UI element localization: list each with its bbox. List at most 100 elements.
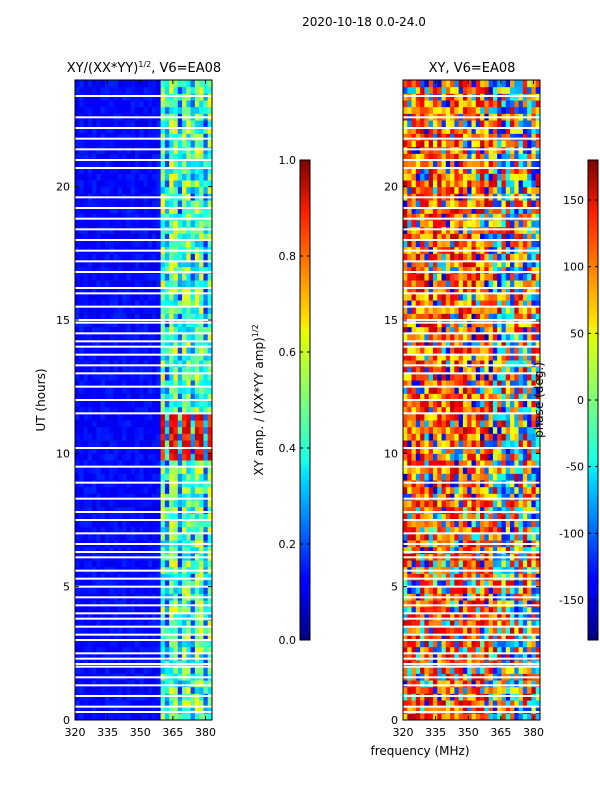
amplitude-cell xyxy=(96,426,102,434)
phase-cell xyxy=(518,686,524,694)
amplitude-cell xyxy=(164,713,170,721)
phase-cell xyxy=(480,533,485,541)
phase-cell xyxy=(445,426,451,434)
amplitude-cell xyxy=(207,313,213,321)
amplitude-cell xyxy=(186,333,192,341)
phase-cell xyxy=(501,686,507,694)
amplitude-cell xyxy=(173,666,179,674)
phase-cell xyxy=(488,713,494,721)
phase-cell xyxy=(428,506,434,514)
amplitude-cell xyxy=(75,600,80,608)
amplitude-cell xyxy=(134,213,140,221)
phase-cell xyxy=(510,500,515,508)
amplitude-cell xyxy=(130,380,136,388)
amplitude-cell xyxy=(207,493,213,501)
amplitude-cell xyxy=(96,700,102,708)
amplitude-cell xyxy=(160,86,166,94)
amplitude-cell xyxy=(160,273,166,281)
phase-cell xyxy=(518,466,524,474)
amplitude-cell xyxy=(207,266,213,274)
phase-cell xyxy=(492,433,498,441)
amplitude-cell xyxy=(169,206,174,214)
amplitude-cell xyxy=(130,373,136,381)
amplitude-cell xyxy=(92,86,97,94)
amplitude-cell xyxy=(117,626,123,634)
amplitude-cell xyxy=(117,620,123,628)
amplitude-cell xyxy=(199,546,204,554)
amplitude-cell xyxy=(79,633,85,641)
amplitude-cell xyxy=(143,126,149,134)
amplitude-cell xyxy=(186,513,192,521)
phase-cell xyxy=(462,433,468,441)
phase-cell xyxy=(527,386,532,394)
phase-cell xyxy=(432,400,438,408)
amplitude-cell xyxy=(104,466,110,474)
amplitude-cell xyxy=(194,620,200,628)
amplitude-cell xyxy=(143,666,149,674)
amplitude-cell xyxy=(152,506,157,514)
amplitude-cell xyxy=(169,253,174,261)
phase-cell xyxy=(505,686,511,694)
phase-cell xyxy=(522,386,528,394)
amplitude-cell xyxy=(164,440,170,448)
phase-cell xyxy=(445,500,451,508)
phase-cell xyxy=(437,573,443,581)
phase-cell xyxy=(488,573,494,581)
phase-cell xyxy=(480,353,485,361)
amplitude-cell xyxy=(152,500,157,508)
phase-cell xyxy=(531,386,537,394)
amplitude-cell xyxy=(130,306,136,314)
phase-cell xyxy=(514,353,520,361)
phase-cell xyxy=(518,386,524,394)
phase-cell xyxy=(445,406,451,414)
amplitude-cell xyxy=(134,180,140,188)
amplitude-cell xyxy=(113,293,119,301)
amplitude-cell xyxy=(139,280,144,288)
amplitude-cell xyxy=(169,506,174,514)
phase-cell xyxy=(450,433,455,441)
amplitude-cell xyxy=(147,546,153,554)
amplitude-cell xyxy=(83,106,89,114)
amplitude-cell xyxy=(164,126,170,134)
phase-cell xyxy=(527,546,532,554)
amplitude-cell xyxy=(83,353,89,361)
phase-cell xyxy=(428,680,434,688)
phase-cell xyxy=(437,380,443,388)
amplitude-cell xyxy=(109,120,115,128)
phase-cell xyxy=(531,500,537,508)
phase-cell xyxy=(424,640,430,648)
amplitude-cell xyxy=(207,460,213,468)
amplitude-cell xyxy=(126,100,132,108)
amplitude-cell xyxy=(109,560,115,568)
amplitude-cell xyxy=(156,266,162,274)
amplitude-cell xyxy=(104,600,110,608)
amplitude-cell xyxy=(109,286,115,294)
amplitude-cell xyxy=(113,600,119,608)
amplitude-cell xyxy=(160,353,166,361)
amplitude-cell xyxy=(79,620,85,628)
amplitude-cell xyxy=(182,253,187,261)
phase-cell xyxy=(420,706,425,714)
phase-cell xyxy=(467,606,472,614)
amplitude-cell xyxy=(104,626,110,634)
amplitude-cell xyxy=(87,473,93,481)
phase-cell xyxy=(522,346,528,354)
phase-cell xyxy=(407,586,413,594)
amplitude-cell xyxy=(87,573,93,581)
phase-cell xyxy=(403,526,408,534)
amplitude-cell xyxy=(139,640,144,648)
amplitude-cell xyxy=(203,260,209,268)
phase-cell xyxy=(450,706,455,714)
phase-cell xyxy=(501,440,507,448)
phase-cell xyxy=(454,366,460,374)
amplitude-cell xyxy=(186,133,192,141)
phase-cell xyxy=(527,440,532,448)
x-tick-label: 365 xyxy=(162,726,183,739)
amplitude-cell xyxy=(96,260,102,268)
amplitude-cell xyxy=(186,680,192,688)
amplitude-cell xyxy=(152,233,157,241)
phase-cell xyxy=(420,420,425,428)
phase-cell xyxy=(480,506,485,514)
amplitude-cell xyxy=(182,493,187,501)
amplitude-cell xyxy=(134,140,140,148)
